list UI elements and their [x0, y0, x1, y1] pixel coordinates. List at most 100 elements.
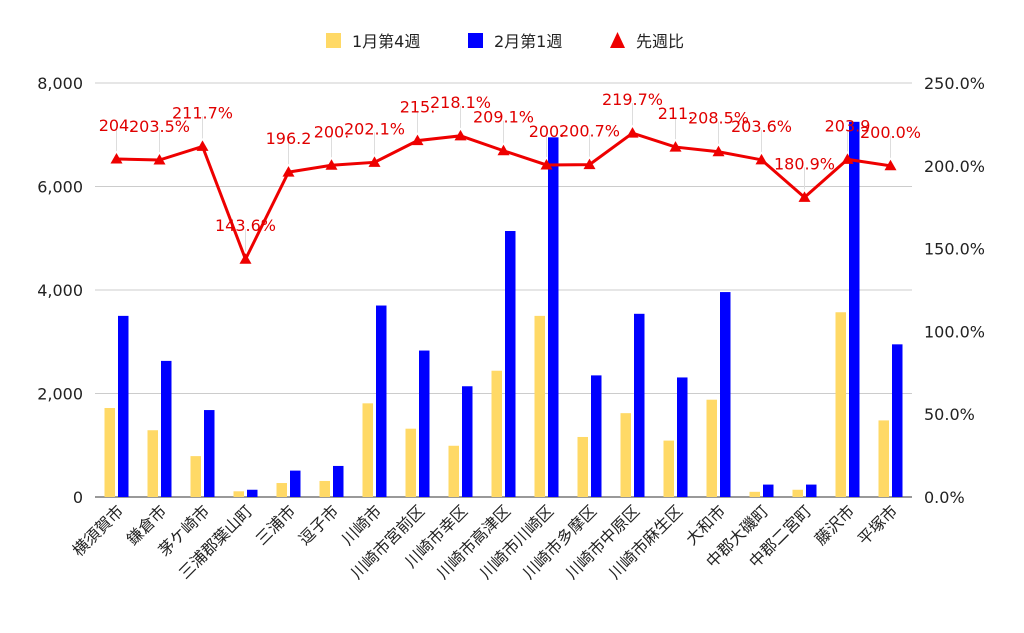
ratio-data-label: 211. [658, 104, 694, 123]
ratio-data-label: 202.1% [344, 119, 405, 138]
ratio-marker [454, 129, 467, 141]
bar-week4-jan [792, 489, 803, 497]
bar-week4-jan [190, 456, 201, 497]
bar-week4-jan [534, 315, 545, 497]
bar-week4-jan [319, 480, 330, 497]
bar-week4-jan [620, 413, 631, 497]
ratio-line: 204.203.5%211.7%143.6%196.2 200.202.1%215… [99, 90, 921, 264]
left-tick-label: 2,000 [37, 385, 83, 404]
ratio-marker [196, 140, 209, 151]
right-tick-label: 150.0% [924, 240, 985, 259]
ratio-marker [841, 153, 854, 164]
legend: 1月第4週 2月第1週 先週比 [326, 32, 684, 51]
bar-week1-feb [548, 137, 559, 497]
ratio-marker [411, 134, 424, 146]
bar-week1-feb [118, 315, 129, 497]
bar-week1-feb [505, 231, 516, 497]
right-tick-label: 100.0% [924, 322, 985, 341]
ratio-data-label: 203.5% [129, 117, 190, 136]
legend-label: 2月第1週 [494, 32, 562, 51]
bar-week4-jan [835, 312, 846, 497]
ratio-data-label: 196.2 [266, 129, 312, 148]
bar-week4-jan [749, 491, 760, 497]
ratio-marker [798, 191, 811, 202]
bar-week1-feb [677, 377, 688, 497]
right-tick-label: 50.0% [924, 405, 975, 424]
x-tick-label: 逗子市 [295, 501, 342, 548]
ratio-data-label: 143.6% [215, 216, 276, 235]
ratio-data-label: 200. [314, 122, 350, 141]
bar-week4-jan [491, 370, 502, 497]
bar-week1-feb [419, 350, 430, 497]
bar-week4-jan [233, 491, 244, 497]
ratio-marker [325, 159, 338, 170]
ratio-marker [712, 145, 725, 157]
legend-label: 先週比 [636, 32, 684, 51]
ratio-marker [110, 153, 123, 164]
right-tick-label: 0.0% [924, 488, 965, 507]
bar-week1-feb [892, 344, 903, 497]
ratio-data-label: 203.6% [731, 117, 792, 136]
ratio-marker [497, 144, 510, 156]
bar-week1-feb [720, 292, 731, 497]
x-tick-label: 横須賀市 [69, 501, 128, 560]
bar-week4-jan [147, 430, 158, 497]
left-tick-label: 4,000 [37, 281, 83, 300]
bar-week4-jan [405, 428, 416, 497]
bar-week1-feb [763, 484, 774, 497]
right-y-axis: 0.0% 50.0% 100.0% 150.0% 200.0% 250.0% [924, 74, 985, 507]
ratio-marker [239, 253, 252, 264]
ratio-data-label: 209.1% [473, 108, 534, 127]
right-tick-label: 200.0% [924, 157, 985, 176]
legend-swatch [468, 33, 483, 48]
ratio-marker [626, 127, 639, 138]
right-tick-label: 250.0% [924, 74, 985, 93]
ratio-data-label: 208.5% [688, 109, 749, 128]
ratio-data-label: 200. [529, 122, 565, 141]
bar-week1-feb [247, 489, 258, 497]
ratio-data-label: 200.0% [860, 123, 921, 142]
bar-week4-jan [362, 403, 373, 497]
ratio-marker [540, 158, 553, 170]
bar-week1-feb [462, 386, 473, 497]
ratio-data-label: 218.1% [430, 93, 491, 112]
ratio-marker [368, 156, 381, 167]
bar-week1-feb [290, 470, 301, 497]
gridlines [95, 82, 912, 498]
ratio-marker [755, 153, 768, 165]
bar-week4-jan [276, 483, 287, 497]
bar-week4-jan [577, 436, 588, 497]
left-tick-label: 8,000 [37, 74, 83, 93]
ratio-marker [884, 159, 897, 171]
ratio-data-label: 219.7% [602, 90, 663, 109]
ratio-marker [669, 141, 682, 152]
bar-week1-feb [634, 313, 645, 497]
ratio-marker [282, 166, 295, 177]
ratio-data-label: 180.9% [774, 154, 835, 173]
bars [104, 121, 903, 497]
ratio-data-label: 211.7% [172, 103, 233, 122]
bar-week4-jan [663, 440, 674, 497]
x-axis: 横須賀市鎌倉市茅ケ崎市三浦郡葉山町三浦市逗子市川崎市川崎市宮前区川崎市幸区川崎市… [69, 501, 902, 582]
bar-week4-jan [878, 420, 889, 497]
ratio-data-label: 203.9 [825, 116, 871, 135]
legend-label: 1月第4週 [352, 32, 420, 51]
bar-week1-feb [806, 484, 817, 497]
bar-week4-jan [706, 399, 717, 497]
bar-week4-jan [448, 445, 459, 497]
bar-week1-feb [204, 410, 215, 497]
bar-week1-feb [849, 121, 860, 497]
bar-week1-feb [591, 375, 602, 497]
bar-week1-feb [333, 465, 344, 497]
ratio-marker [153, 154, 166, 165]
left-tick-label: 6,000 [37, 178, 83, 197]
bar-week1-feb [376, 305, 387, 497]
x-tick-label: 藤沢市 [811, 501, 858, 548]
bar-week4-jan [104, 407, 115, 497]
ratio-data-label: 204. [99, 116, 135, 135]
ratio-marker [583, 158, 596, 170]
legend-swatch [326, 33, 341, 48]
ratio-data-label: 200.7% [559, 122, 620, 141]
x-tick-label: 平塚市 [854, 501, 901, 548]
legend-triangle-icon [610, 32, 625, 48]
